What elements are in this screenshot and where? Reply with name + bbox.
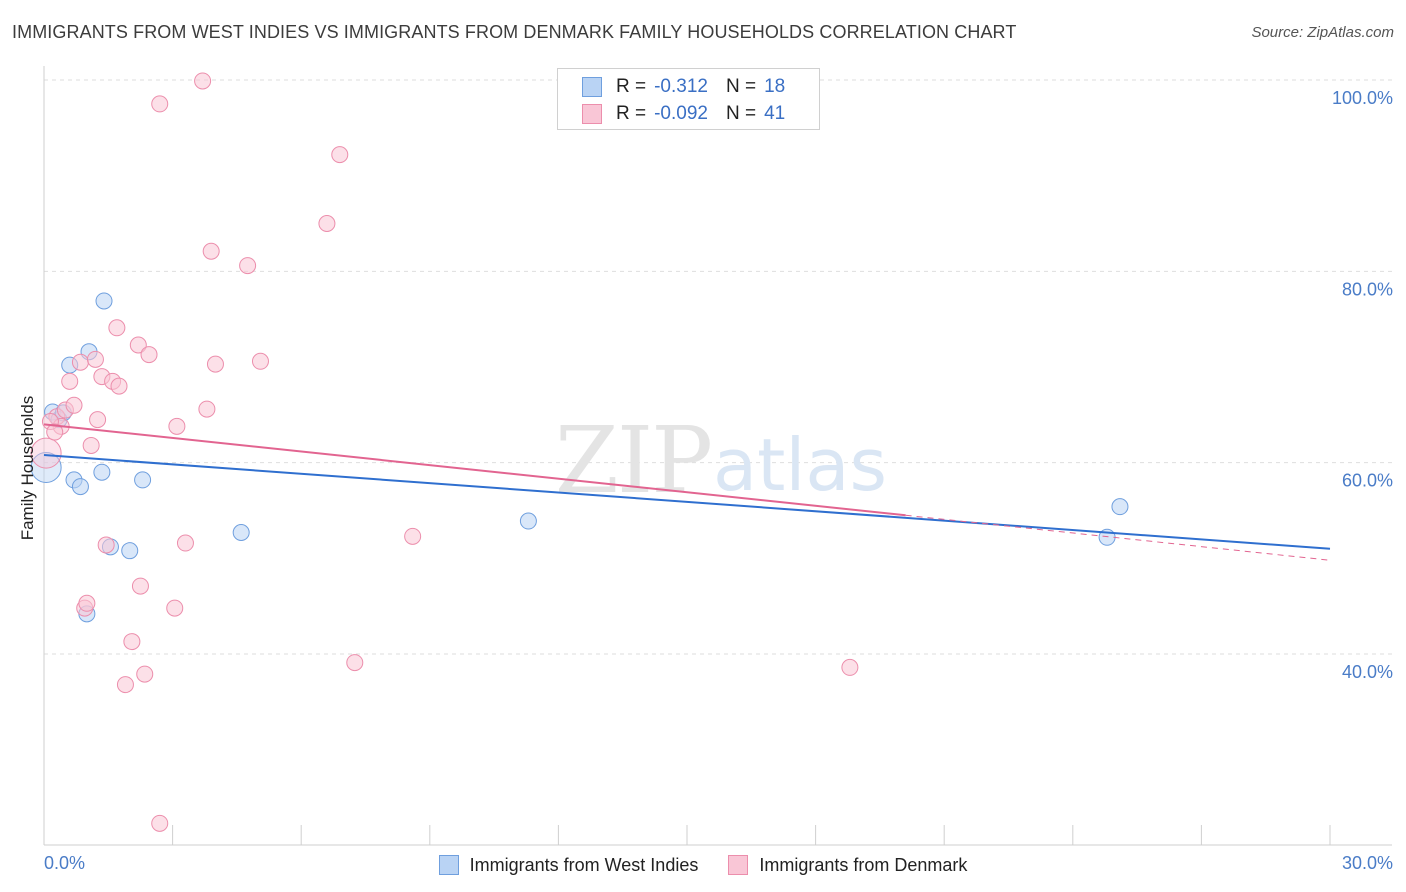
x-tick-label: 30.0%	[1342, 853, 1393, 873]
denmark-point	[346, 654, 364, 672]
denmark-point	[176, 534, 194, 552]
y-tick-label: 40.0%	[1342, 662, 1393, 682]
series-legend-swatch-west-indies	[438, 855, 459, 875]
denmark-point	[61, 372, 79, 390]
watermark-atlas: atlas	[713, 423, 887, 507]
west-indies-point	[134, 471, 152, 489]
denmark-point	[86, 350, 104, 368]
legend-r-label: R =	[616, 76, 647, 97]
legend-n-value: 18	[764, 76, 786, 97]
denmark-point	[151, 814, 169, 832]
denmark-point	[140, 346, 158, 364]
series-legend-label: Immigrants from West Indies	[469, 854, 699, 875]
legend-n-label: N =	[725, 76, 757, 97]
correlation-legend: R = -0.312 N = 18 R = -0.092 N = 41	[557, 68, 820, 130]
denmark-point	[78, 594, 96, 612]
denmark-point	[194, 72, 212, 90]
denmark-point	[110, 377, 128, 395]
denmark-point	[30, 437, 62, 469]
legend-swatch-denmark	[582, 104, 602, 124]
legend-r-value: -0.312	[654, 76, 708, 97]
west-indies-point	[519, 512, 537, 530]
denmark-point	[136, 665, 154, 683]
y-tick-label: 100.0%	[1332, 88, 1393, 108]
denmark-point	[65, 396, 83, 414]
series-legend-label: Immigrants from Denmark	[759, 854, 968, 875]
series-legend-item-west-indies[interactable]: Immigrants from West Indies	[438, 854, 699, 876]
west-indies-trend-line	[43, 454, 1331, 550]
denmark-point	[129, 336, 147, 354]
y-tick-label: 80.0%	[1342, 279, 1393, 299]
legend-n-value: 41	[764, 103, 786, 124]
denmark-point	[108, 319, 126, 337]
denmark-point	[166, 599, 184, 617]
denmark-point	[841, 658, 859, 676]
legend-row-west-indies: R = -0.312 N = 18	[582, 74, 785, 100]
denmark-point	[131, 577, 149, 595]
chart-title: IMMIGRANTS FROM WEST INDIES VS IMMIGRANT…	[12, 22, 1017, 42]
denmark-point	[202, 242, 220, 260]
west-indies-point	[232, 524, 250, 542]
denmark-point	[239, 257, 257, 275]
legend-swatch-west-indies	[582, 77, 602, 97]
denmark-point	[71, 353, 89, 371]
denmark-point	[82, 436, 100, 454]
west-indies-point	[1111, 498, 1129, 516]
west-indies-point	[93, 463, 111, 481]
legend-n-label: N =	[725, 103, 757, 124]
denmark-point	[198, 400, 216, 418]
west-indies-point	[30, 451, 62, 483]
data-points	[30, 72, 1129, 832]
denmark-point	[251, 352, 269, 370]
denmark-point	[123, 633, 141, 651]
west-indies-point	[121, 542, 139, 560]
denmark-point	[318, 215, 336, 232]
legend-row-denmark: R = -0.092 N = 41	[582, 101, 785, 127]
denmark-point	[116, 676, 134, 694]
denmark-point	[168, 417, 186, 435]
denmark-point	[89, 411, 107, 429]
west-indies-point	[71, 478, 89, 496]
legend-r-value: -0.092	[654, 103, 708, 124]
watermark-zip: ZIP	[555, 407, 711, 514]
series-legend: Immigrants from West Indies Immigrants f…	[0, 852, 1406, 878]
legend-r-label: R =	[616, 103, 647, 124]
y-axis-label: Family Households	[18, 395, 37, 541]
source-credit: Source: ZipAtlas.com	[1251, 24, 1394, 41]
west-indies-point	[95, 292, 113, 310]
denmark-trend-line	[43, 423, 906, 517]
series-legend-swatch-denmark	[728, 855, 749, 875]
x-tick-label: 0.0%	[44, 853, 85, 873]
denmark-point	[331, 146, 349, 164]
watermark: ZIP atlas	[555, 407, 887, 514]
y-tick-label: 60.0%	[1342, 471, 1393, 491]
denmark-point	[97, 536, 115, 554]
series-legend-item-denmark[interactable]: Immigrants from Denmark	[728, 855, 967, 876]
denmark-point	[206, 355, 224, 373]
denmark-trend-extension	[905, 514, 1331, 561]
trend-lines	[43, 423, 1331, 561]
denmark-point	[151, 95, 169, 113]
denmark-point	[404, 527, 422, 545]
y-axis-label-wrap: Family Households	[16, 300, 40, 640]
denmark-point	[46, 423, 64, 441]
tick-labels: 100.0% 80.0% 60.0% 40.0% 0.0% 30.0%	[44, 88, 1393, 873]
gridlines	[44, 79, 1392, 655]
